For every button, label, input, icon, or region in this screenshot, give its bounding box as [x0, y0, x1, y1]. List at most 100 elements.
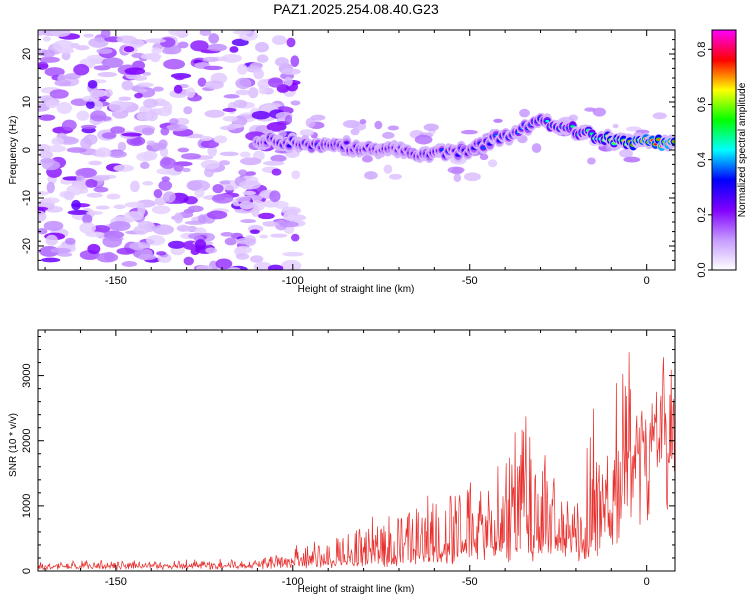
heatmap-cell: [174, 74, 186, 81]
heatmap-cell: [229, 46, 239, 53]
heatmap-cell: [65, 237, 76, 245]
heatmap-cell: [121, 80, 134, 91]
heatmap-cell: [158, 139, 168, 149]
heatmap-cell: [187, 205, 204, 213]
heatmap-ylabel: Frequency (Hz): [8, 116, 19, 185]
heatmap-cell: [121, 132, 143, 137]
heatmap-cell: [117, 141, 127, 152]
colorbar-axis: 0.0 0.2 0.4 0.6 0.8: [696, 42, 712, 278]
heatmap-cell: [136, 152, 154, 162]
heatmap-cell: [44, 67, 65, 77]
heatmap-cell: [140, 161, 150, 170]
heatmap-cell: [460, 129, 478, 135]
heatmap-cell: [344, 141, 349, 144]
heatmap-cell: [39, 56, 60, 63]
heatmap-cell: [142, 181, 154, 186]
heatmap-cell: [237, 63, 248, 75]
heatmap-cell: [263, 160, 285, 166]
heatmap-cell: [102, 235, 123, 248]
y-tick-label: 3000: [21, 363, 33, 387]
heatmap-cell: [46, 181, 55, 194]
x-tick-label: -50: [462, 576, 478, 588]
heatmap-cell: [287, 144, 292, 148]
heatmap-cell: [239, 30, 258, 41]
heatmap-cell: [80, 137, 92, 150]
heatmap-cell: [108, 221, 131, 232]
heatmap-cell: [481, 146, 486, 149]
heatmap-cell: [176, 224, 190, 232]
heatmap-cell: [283, 76, 293, 87]
heatmap-cell: [200, 140, 220, 149]
heatmap-cell: [203, 65, 223, 71]
heatmap-cell: [42, 36, 52, 42]
heatmap-cell: [168, 240, 186, 249]
heatmap-cell: [259, 234, 268, 239]
heatmap-cell: [206, 43, 228, 52]
y-tick-label: -20: [21, 238, 33, 254]
heatmap-cell: [224, 237, 237, 246]
heatmap-cell: [97, 71, 118, 78]
heatmap-cell: [190, 40, 209, 52]
heatmap-cell: [168, 30, 185, 36]
x-tick-label: -100: [282, 275, 304, 287]
heatmap-cell: [364, 171, 378, 180]
heatmap-cell: [215, 258, 233, 270]
snr-ylabel: SNR (10 * v/v): [8, 413, 19, 477]
colorbar-label: Normalized spectral amplitude: [737, 82, 748, 217]
heatmap-cell: [73, 64, 90, 76]
heatmap-cell: [47, 145, 67, 153]
heatmap-cell: [479, 153, 489, 161]
heatmap-cell: [87, 79, 98, 89]
y-tick-label: 2000: [21, 428, 33, 452]
heatmap-cell: [239, 201, 255, 210]
heatmap-cell: [382, 131, 395, 139]
heatmap-cell: [166, 124, 188, 132]
heatmap-cell: [96, 48, 113, 55]
heatmap-cell: [57, 48, 75, 54]
heatmap-cell: [234, 245, 253, 254]
heatmap-cell: [233, 99, 248, 109]
heatmap-cell: [253, 68, 265, 80]
heatmap-cell: [280, 68, 301, 76]
heatmap-cell: [151, 47, 162, 55]
y-tick-label: -10: [21, 190, 33, 206]
x-tick-label: -50: [462, 275, 478, 287]
heatmap-cell: [257, 78, 271, 89]
heatmap-cell: [160, 127, 170, 136]
heatmap-cell: [91, 100, 104, 111]
x-tick-label: -150: [105, 576, 127, 588]
heatmap-cell: [41, 49, 55, 58]
heatmap-cell: [51, 137, 65, 146]
heatmap-cell: [235, 237, 256, 245]
heatmap-cell: [447, 166, 465, 174]
heatmap-cell: [88, 37, 109, 48]
heatmap-cell: [104, 89, 113, 97]
heatmap-cell: [202, 56, 219, 62]
heatmap-cell: [159, 157, 177, 169]
heatmap-cell: [56, 102, 72, 114]
heatmap-cell: [274, 200, 289, 209]
heatmap-cell: [240, 157, 262, 166]
heatmap-cell: [88, 160, 103, 166]
heatmap-cell: [89, 89, 108, 98]
heatmap-cell: [86, 192, 103, 198]
heatmap-cell: [129, 241, 151, 251]
heatmap-cell: [204, 166, 215, 178]
heatmap-cell: [299, 129, 315, 137]
colorbar-tick-label: 0.2: [696, 207, 708, 222]
heatmap-cell: [291, 170, 301, 180]
snr-frame: [37, 329, 676, 572]
heatmap-cell: [144, 38, 167, 44]
heatmap-cell: [220, 125, 237, 131]
x-tick-label: -150: [105, 275, 127, 287]
heatmap-cell: [80, 124, 97, 130]
x-tick-label: 0: [644, 275, 650, 287]
heatmap-cell: [180, 153, 202, 160]
heatmap-cell: [305, 117, 316, 128]
heatmap-cell: [374, 120, 383, 130]
heatmap-cell: [545, 119, 550, 123]
heatmap-cell: [204, 80, 224, 90]
heatmap-cell: [90, 110, 107, 122]
snr-xlabel: Height of straight line (km): [298, 584, 415, 595]
heatmap-cell: [197, 77, 207, 87]
